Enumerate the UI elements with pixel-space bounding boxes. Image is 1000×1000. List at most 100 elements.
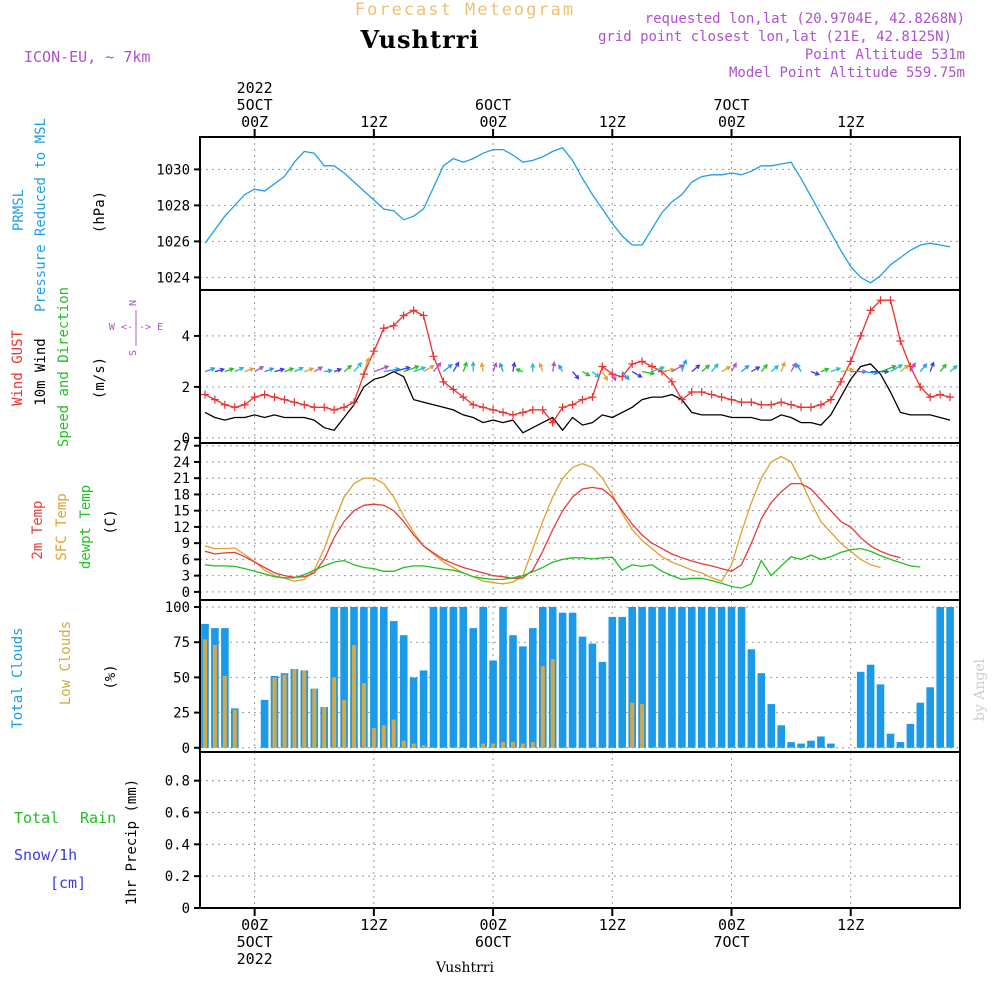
gust-marker (856, 331, 865, 340)
gust-marker (548, 418, 557, 427)
low-cloud-bar (352, 645, 356, 748)
low-cloud-bar (501, 742, 505, 748)
total-cloud-bar (578, 636, 587, 748)
top-time-label: 2022 (237, 79, 273, 97)
top-time-label: 7OCT (713, 96, 749, 114)
wind-direction-arrow (204, 366, 216, 373)
point-altitude: Point Altitude 531m (805, 47, 965, 63)
wind-direction-arrow (511, 361, 517, 372)
gust-marker (240, 400, 249, 409)
wind-direction-arrow (671, 364, 685, 373)
gust-marker (767, 400, 776, 409)
requested-coords: requested lon,lat (20.9704E, 42.8268N) (645, 11, 965, 27)
low-cloud-bar (302, 670, 307, 748)
bottom-time-label: 12Z (837, 916, 864, 934)
bottom-time-label: 12Z (599, 916, 626, 934)
total-cloud-bar (777, 725, 785, 748)
compass-south: S (128, 350, 139, 356)
wind-direction-arrow (929, 361, 935, 372)
gust-marker (558, 403, 567, 412)
temp2m-label: 2m Temp (30, 500, 46, 559)
low-cloud-bar (391, 719, 396, 748)
gust-marker (936, 390, 945, 399)
gust-marker (816, 400, 825, 409)
app-title: Forecast Meteogram (355, 0, 575, 20)
wind-direction-label: Speed and Direction (56, 287, 72, 447)
total-cloud-bar (787, 742, 795, 748)
low-cloud-bar (491, 743, 496, 748)
y-tick-label: 0 (182, 901, 190, 917)
low-cloud-bar (322, 707, 327, 748)
gust-marker (429, 352, 438, 361)
wind-direction-arrow (611, 371, 617, 382)
low-cloud-bar (272, 677, 277, 748)
wind-direction-arrow (479, 361, 485, 372)
bottom-station-label: Vushtrri (435, 960, 494, 976)
total-cloud-bar (439, 607, 448, 748)
gust-marker (250, 393, 259, 402)
wind-direction-arrow (452, 361, 460, 372)
y-tick-label: 0 (182, 741, 190, 757)
wind-direction-arrow (949, 365, 958, 373)
gust-marker (667, 377, 676, 386)
wind-direction-arrow (538, 362, 544, 372)
y-tick-label: 0.2 (165, 869, 190, 885)
top-time-label: 6OCT (475, 96, 511, 114)
wind-direction-arrow (820, 367, 830, 373)
low-cloud-bar (371, 728, 376, 748)
bottom-time-label: 12Z (360, 916, 387, 934)
wind-direction-arrow (830, 367, 842, 373)
wind-direction-arrow (880, 364, 897, 373)
wind-direction-arrow (790, 362, 797, 372)
gust-marker (200, 390, 209, 399)
wind-direction-arrow (264, 367, 275, 373)
low-cloud-bar (520, 743, 525, 748)
gust-marker (419, 311, 428, 320)
wind-direction-arrow (304, 367, 315, 373)
y-tick-label: 18 (173, 487, 190, 503)
total-cloud-bar (717, 607, 726, 748)
total-cloud-bar (827, 743, 835, 748)
total-cloud-bar (747, 649, 756, 748)
gust-marker (896, 337, 905, 345)
y-tick-label: 1028 (156, 198, 190, 214)
total-cloud-bar (688, 607, 696, 748)
wind-direction-arrow (284, 367, 295, 373)
total-cloud-bar (876, 684, 885, 748)
low-cloud-bar (550, 659, 555, 748)
wind-direction-arrow (551, 361, 557, 372)
gust-marker (866, 306, 875, 315)
gust-marker (290, 398, 299, 407)
pressure-unit: (hPa) (92, 191, 108, 233)
gust-marker (499, 408, 508, 417)
gust-marker (230, 403, 239, 412)
total-clouds-label: Total Clouds (10, 627, 26, 728)
top-time-label: 00Z (480, 113, 507, 131)
gust-marker (439, 377, 448, 386)
gust-marker (787, 400, 796, 409)
total-cloud-bar (638, 607, 646, 748)
gust-marker (608, 370, 617, 379)
gust-marker (489, 405, 498, 414)
wind-direction-arrow (294, 366, 304, 373)
wind-direction-arrow (796, 363, 802, 372)
gust-marker (946, 393, 955, 402)
gust-marker (737, 398, 746, 407)
low-cloud-bar (421, 745, 426, 748)
total-cloud-bar (896, 742, 905, 748)
gust-marker (697, 388, 706, 396)
pressure-panel: 1024 1026 1028 1030 (156, 136, 961, 291)
low-cloud-bar (540, 666, 545, 748)
y-tick-label: 3 (182, 569, 190, 585)
total-cloud-bar (449, 607, 458, 748)
low-cloud-bar (630, 702, 635, 748)
gust-marker (638, 357, 647, 366)
wind-direction-arrow (909, 362, 916, 372)
bottom-time-label: 2022 (237, 950, 273, 968)
gust-marker (449, 385, 458, 394)
top-time-label: 12Z (599, 113, 626, 131)
gust-marker (618, 372, 627, 381)
wind-direction-arrow (498, 362, 504, 372)
